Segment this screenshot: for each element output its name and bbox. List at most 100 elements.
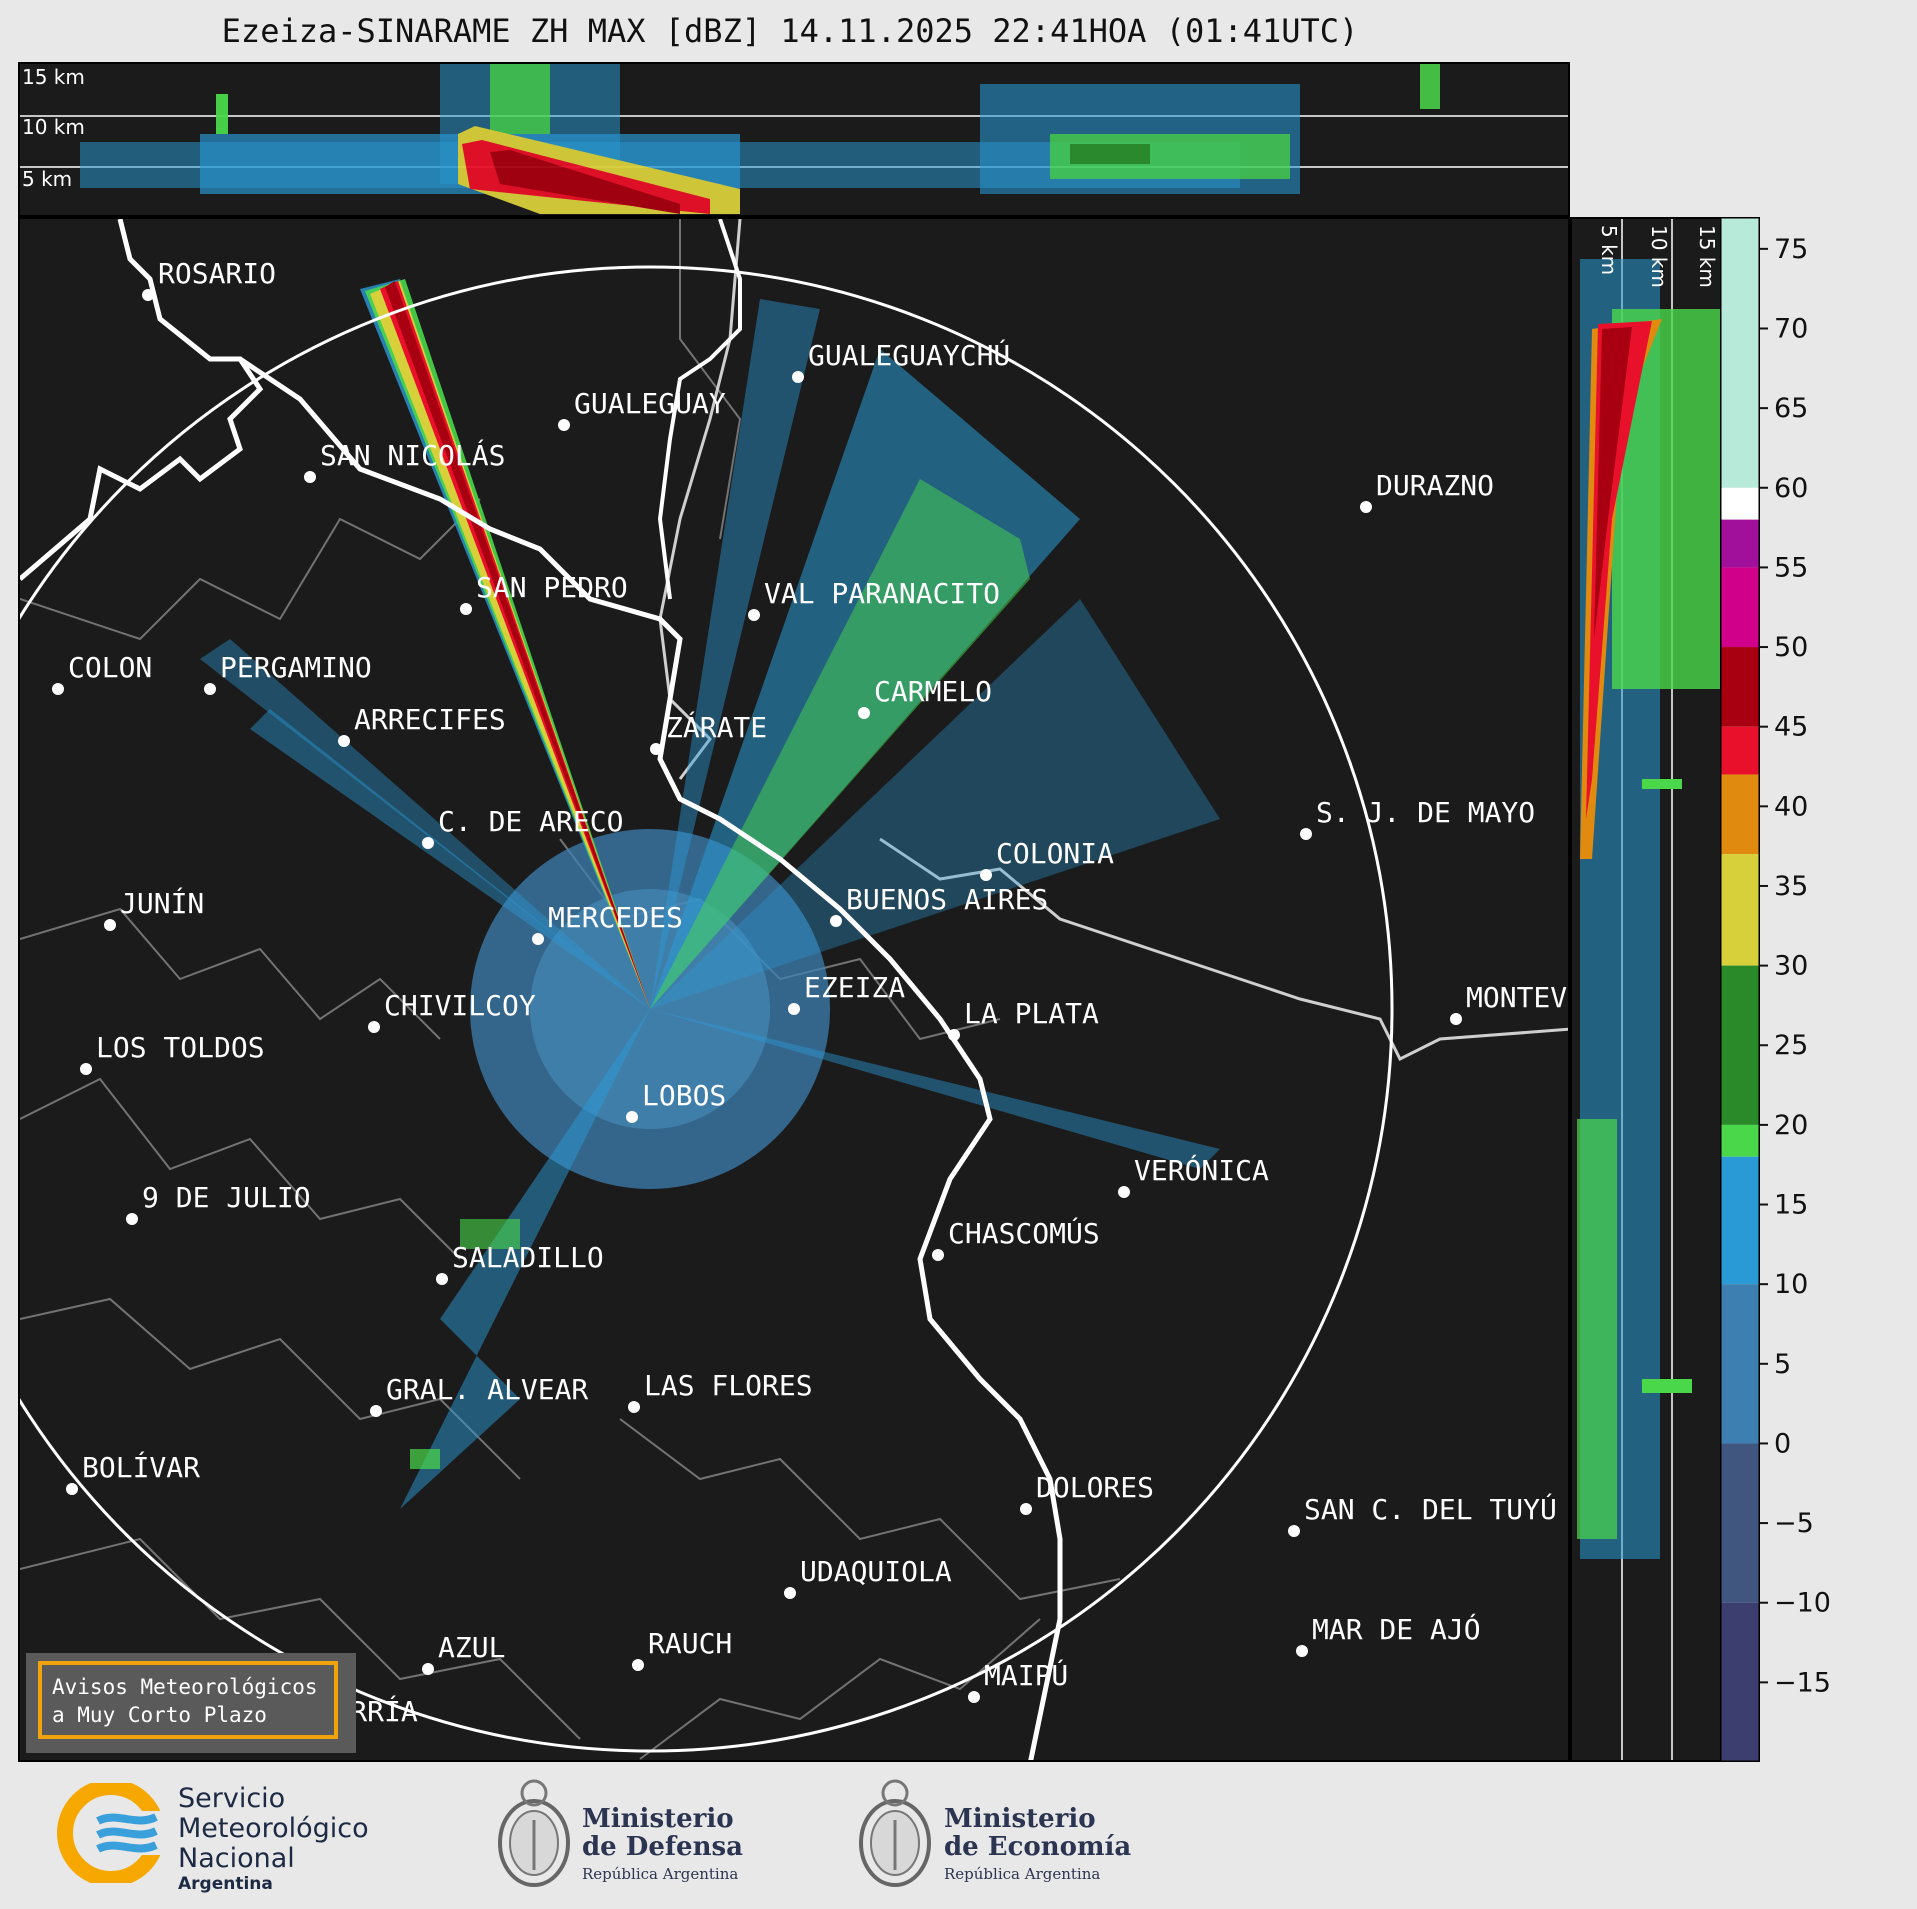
colorbar-tick-label: 10 <box>1774 1269 1808 1300</box>
city-dot <box>422 837 434 849</box>
colorbar-tick-label: 50 <box>1774 632 1808 663</box>
city-label: GRAL. ALVEAR <box>386 1373 588 1406</box>
colorbar-tick-label: 65 <box>1774 393 1808 424</box>
city-label: GUALEGUAY <box>574 387 726 420</box>
city-dot <box>830 915 842 927</box>
colorbar-band <box>1720 774 1760 855</box>
city-dot <box>558 419 570 431</box>
city-dot <box>126 1213 138 1225</box>
city-label: BOLÍVAR <box>82 1450 200 1484</box>
top-alt-label-10: 10 km <box>22 115 85 139</box>
colorbar-tick-label: 15 <box>1774 1190 1808 1221</box>
city-dot <box>532 933 544 945</box>
city-dot <box>980 869 992 881</box>
side-alt-label-5: 5 km <box>1597 225 1621 275</box>
city-dot <box>1450 1013 1462 1025</box>
city-dot <box>338 735 350 747</box>
city-dot <box>368 1021 380 1033</box>
economia-line-3: República Argentina <box>944 1865 1101 1883</box>
city-label: LA PLATA <box>964 997 1099 1030</box>
side-alt-label-15: 15 km <box>1695 225 1719 288</box>
alert-box[interactable]: Avisos Meteorológicos a Muy Corto Plazo <box>26 1653 356 1753</box>
colorbar-tick-label: −5 <box>1774 1508 1814 1539</box>
city-dot <box>52 683 64 695</box>
city-label: MONTEV <box>1466 981 1567 1014</box>
colorbar-band <box>1720 519 1760 568</box>
city-label: C. DE ARECO <box>438 805 623 838</box>
city-dot <box>626 1111 638 1123</box>
colorbar-tick-label: 55 <box>1774 552 1808 583</box>
city-label: 9 DE JULIO <box>142 1181 311 1214</box>
smn-name: Servicio Meteorológico Nacional Argentin… <box>178 1783 369 1895</box>
city-label: SAN C. DEL TUYÚ <box>1304 1492 1557 1526</box>
city-label: ARRECIFES <box>354 703 506 736</box>
city-dot <box>66 1483 78 1495</box>
city-dot <box>1300 828 1312 840</box>
smn-line-1: Servicio <box>178 1783 286 1814</box>
colorbar-band <box>1720 726 1760 775</box>
city-label: CARMELO <box>874 675 992 708</box>
city-label: VAL PARANACITO <box>764 577 1000 610</box>
city-label: GUALEGUAYCHÚ <box>808 338 1010 372</box>
city-dot <box>628 1401 640 1413</box>
city-label: ZÁRATE <box>666 710 767 744</box>
city-label: MAR DE AJÓ <box>1312 1612 1481 1646</box>
city-dot <box>460 603 472 615</box>
city-dot <box>1020 1503 1032 1515</box>
city-label: UDAQUIOLA <box>800 1555 952 1588</box>
colorbar-tick-label: 40 <box>1774 791 1808 822</box>
city-label: COLONIA <box>996 837 1114 870</box>
top-alt-label-5: 5 km <box>22 167 72 191</box>
alert-line-2: a Muy Corto Plazo <box>52 1703 267 1727</box>
smn-line-2: Meteorológico <box>178 1813 369 1844</box>
colorbar-tick-label: 20 <box>1774 1110 1808 1141</box>
colorbar-band <box>1720 1124 1760 1157</box>
colorbar-tick-label: 25 <box>1774 1030 1808 1061</box>
top-altitude-profile: 15 km 10 km 5 km <box>18 62 1570 217</box>
city-label: DOLORES <box>1036 1471 1154 1504</box>
city-label: CHASCOMÚS <box>948 1216 1100 1250</box>
economia-name: Ministerio de Economía República Argenti… <box>944 1805 1131 1883</box>
colorbar-tick-label: −15 <box>1774 1667 1831 1698</box>
colorbar-tick-label: 30 <box>1774 951 1808 982</box>
city-label: LOS TOLDOS <box>96 1031 265 1064</box>
colorbar-tick-label: 45 <box>1774 712 1808 743</box>
smn-line-4: Argentina <box>178 1874 273 1894</box>
colorbar-tick-label: 70 <box>1774 313 1808 344</box>
economia-line-1: Ministerio <box>944 1804 1096 1834</box>
smn-logo-icon <box>57 1783 176 1883</box>
alert-box-frame[interactable]: Avisos Meteorológicos a Muy Corto Plazo <box>38 1661 338 1739</box>
colorbar-band <box>1720 1284 1760 1444</box>
city-label: VERÓNICA <box>1134 1153 1269 1187</box>
city-label: MAIPÚ <box>984 1658 1068 1692</box>
city-dot <box>784 1587 796 1599</box>
colorbar-tick-label: 60 <box>1774 473 1808 504</box>
city-dot <box>1118 1186 1130 1198</box>
colorbar <box>1720 217 1760 1762</box>
city-dot <box>1296 1645 1308 1657</box>
city-dot <box>788 1003 800 1015</box>
city-dot <box>632 1659 644 1671</box>
city-dot <box>304 471 316 483</box>
colorbar-tick-label: −10 <box>1774 1588 1831 1619</box>
defensa-line-3: República Argentina <box>582 1865 739 1883</box>
city-label: SAN PEDRO <box>476 571 628 604</box>
defensa-seal-icon <box>498 1779 570 1887</box>
defensa-line-2: de Defensa <box>582 1832 743 1862</box>
city-dot <box>422 1663 434 1675</box>
colorbar-tick-label: 75 <box>1774 234 1808 265</box>
colorbar-band <box>1720 1443 1760 1603</box>
range-ring <box>20 265 1394 1753</box>
city-label: MERCEDES <box>548 901 683 934</box>
city-dot <box>650 743 662 755</box>
colorbar-band <box>1720 1602 1760 1762</box>
city-label: RAUCH <box>648 1627 732 1660</box>
colorbar-band <box>1720 965 1760 1125</box>
city-label: S. J. DE MAYO <box>1316 796 1535 829</box>
city-dot <box>80 1063 92 1075</box>
city-label: CHIVILCOY <box>384 989 536 1022</box>
city-dot <box>142 289 154 301</box>
city-dot <box>932 1249 944 1261</box>
city-label: BUENOS AIRES <box>846 883 1048 916</box>
colorbar-band <box>1720 854 1760 966</box>
